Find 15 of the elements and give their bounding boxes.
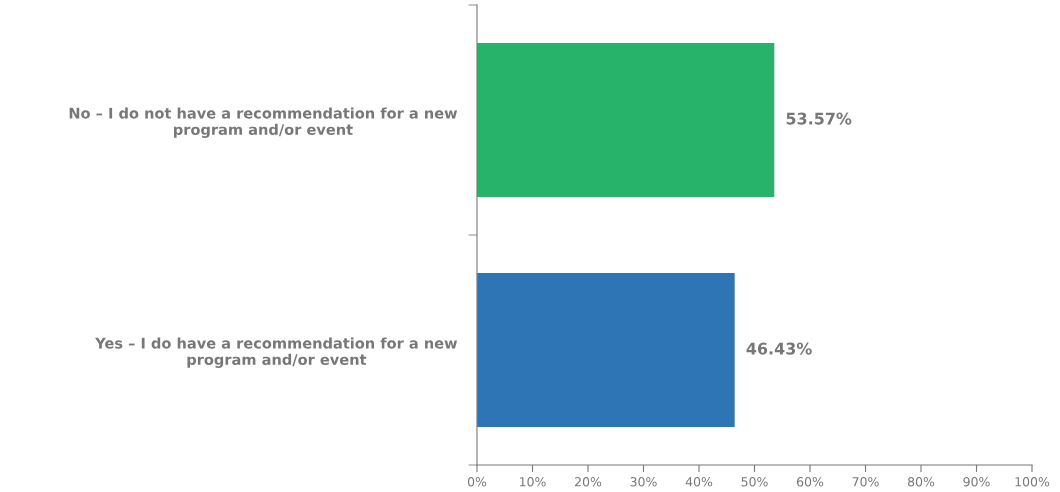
x-tick-label: 90% — [963, 477, 990, 487]
x-tick-label: 60% — [796, 477, 824, 487]
x-tick-label: 80% — [907, 477, 935, 487]
x-tick-label: 0% — [467, 477, 487, 487]
x-tick-label: 30% — [630, 477, 657, 487]
x-tick-label: 100% — [1015, 477, 1050, 487]
y-tick-label: Yes – I do have a recommendation for a new program and/or event — [95, 337, 458, 368]
data-label: 46.43% — [746, 342, 812, 355]
x-tick-label: 10% — [519, 477, 546, 487]
x-tick-label: 40% — [685, 477, 713, 487]
x-tick-label: 20% — [575, 477, 602, 487]
x-tick-label: 50% — [741, 477, 768, 487]
data-label: 53.57% — [786, 112, 852, 125]
y-tick-label: No – I do not have a recommendation for a new program and/or event — [69, 107, 458, 138]
x-tick-label: 70% — [852, 477, 879, 487]
